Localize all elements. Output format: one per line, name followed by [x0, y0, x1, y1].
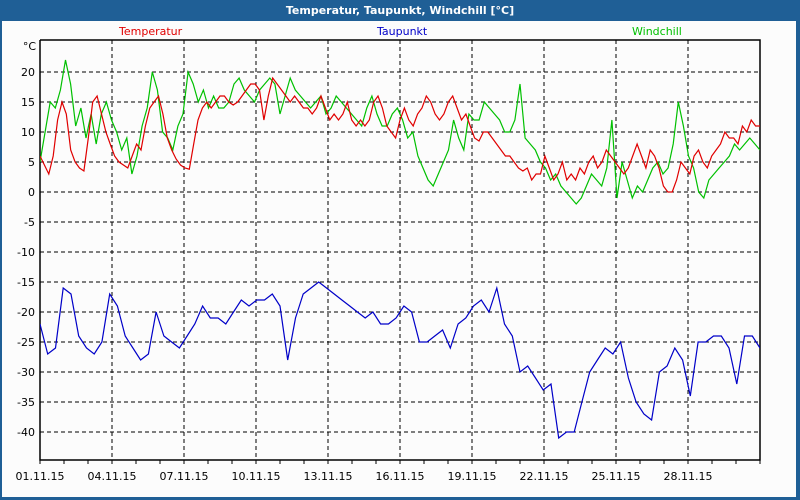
- y-tick-label: 0: [28, 186, 35, 199]
- chart-panel: [2, 21, 796, 497]
- x-tick-label: 07.11.15: [160, 470, 209, 483]
- x-tick-label: 01.11.15: [16, 470, 65, 483]
- x-tick-label: 10.11.15: [232, 470, 281, 483]
- series-temperatur: [40, 76, 760, 193]
- y-tick-label: 20: [21, 66, 35, 79]
- x-tick-label: 04.11.15: [88, 470, 137, 483]
- x-tick-label: 16.11.15: [376, 470, 425, 483]
- y-tick-label: 5: [28, 156, 35, 169]
- y-tick-label: 10: [21, 126, 35, 139]
- y-tick-label: -30: [17, 366, 35, 379]
- x-tick-label: 19.11.15: [448, 470, 497, 483]
- x-tick-label: 28.11.15: [664, 470, 713, 483]
- y-tick-label: -10: [17, 246, 35, 259]
- y-tick-label: -15: [17, 276, 35, 289]
- legend-taupunkt: Taupunkt: [377, 25, 428, 38]
- y-tick-label: 15: [21, 96, 35, 109]
- y-tick-label: -40: [17, 426, 35, 439]
- y-tick-label: -20: [17, 306, 35, 319]
- x-tick-label: 13.11.15: [304, 470, 353, 483]
- series-windchill: [40, 59, 760, 205]
- x-tick-label: 25.11.15: [592, 470, 641, 483]
- x-tick-label: 22.11.15: [520, 470, 569, 483]
- series-taupunkt: [40, 281, 760, 440]
- y-unit-label: °C: [23, 40, 37, 53]
- y-tick-label: -5: [24, 216, 35, 229]
- plot-frame: [39, 39, 761, 461]
- y-tick-label: -25: [17, 336, 35, 349]
- legend-windchill: Windchill: [632, 25, 682, 38]
- y-tick-label: -35: [17, 396, 35, 409]
- legend-temperatur: Temperatur: [119, 25, 183, 38]
- window-title: Temperatur, Taupunkt, Windchill [°C]: [285, 4, 515, 17]
